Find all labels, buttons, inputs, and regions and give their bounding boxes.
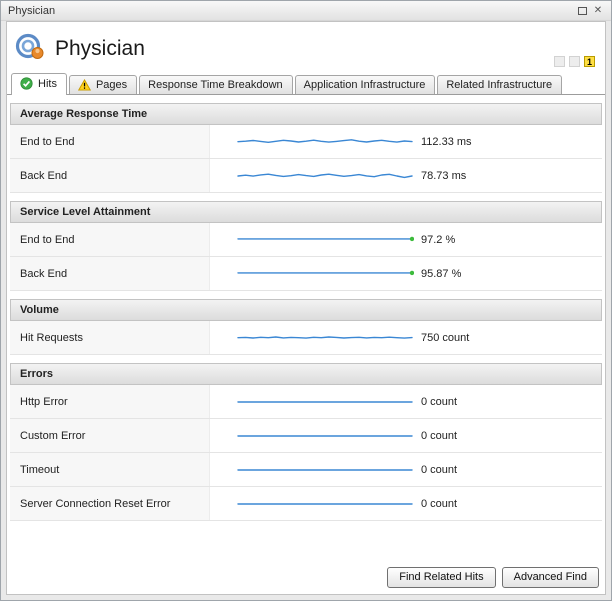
titlebar: Physician ✕	[1, 1, 611, 21]
sparkline-chart	[210, 328, 414, 348]
metric-label: End to End	[10, 125, 210, 158]
metric-label: Back End	[10, 257, 210, 290]
metric-value: 78.73 ms	[421, 169, 467, 182]
metrics-panel: Average Response Time End to End 112.33 …	[7, 95, 605, 561]
metric-row[interactable]: Back End 95.87 %	[10, 257, 602, 291]
header: Physician 1	[7, 22, 605, 71]
metric-label: End to End	[10, 223, 210, 256]
metric-row[interactable]: Server Connection Reset Error 0 count	[10, 487, 602, 521]
section-service-level-attainment: Service Level Attainment End to End 97.2…	[10, 201, 602, 291]
section-average-response-time: Average Response Time End to End 112.33 …	[10, 103, 602, 193]
metric-label: Server Connection Reset Error	[10, 487, 210, 520]
section-title: Errors	[10, 363, 602, 385]
alert-indicator-yellow-icon[interactable]: 1	[584, 56, 595, 67]
warning-triangle-icon	[77, 79, 91, 91]
metric-value: 112.33 ms	[421, 135, 472, 148]
window-title: Physician	[8, 4, 56, 17]
metric-value: 0 count	[421, 429, 458, 442]
metric-value: 0 count	[421, 395, 458, 408]
metric-row[interactable]: End to End 97.2 %	[10, 223, 602, 257]
metric-row[interactable]: Back End 78.73 ms	[10, 159, 602, 193]
metric-row[interactable]: Hit Requests 750 count	[10, 321, 602, 355]
tab-pages[interactable]: Pages	[68, 75, 138, 94]
metric-value: 95.87 %	[421, 267, 462, 280]
sparkline-chart	[210, 392, 414, 412]
concentric-circles-logo	[15, 32, 47, 67]
sparkline-chart	[210, 264, 414, 284]
section-title: Volume	[10, 299, 602, 321]
find-related-hits-button[interactable]: Find Related Hits	[387, 567, 496, 588]
tab-application-infrastructure[interactable]: Application Infrastructure	[294, 75, 436, 94]
metric-label: Http Error	[10, 385, 210, 418]
tab-label: Related Infrastructure	[446, 79, 553, 91]
sparkline-chart	[210, 230, 414, 250]
tab-label: Hits	[38, 77, 57, 90]
section-title: Average Response Time	[10, 103, 602, 125]
section-errors: Errors Http Error 0 count Custom Error 0…	[10, 363, 602, 521]
sparkline-chart	[210, 494, 414, 514]
metric-value: 0 count	[421, 497, 458, 510]
check-circle-icon	[20, 77, 33, 90]
metric-label: Custom Error	[10, 419, 210, 452]
tab-hits[interactable]: Hits	[11, 73, 67, 95]
tabbar: Hits Pages Response Time Breakdown Appli…	[7, 71, 605, 95]
tab-label: Response Time Breakdown	[148, 79, 283, 91]
metric-value: 97.2 %	[421, 233, 456, 246]
metric-label: Back End	[10, 159, 210, 192]
section-title: Service Level Attainment	[10, 201, 602, 223]
metric-row[interactable]: Custom Error 0 count	[10, 419, 602, 453]
float-window-icon[interactable]	[574, 4, 590, 18]
tab-related-infrastructure[interactable]: Related Infrastructure	[437, 75, 563, 94]
section-volume: Volume Hit Requests 750 count	[10, 299, 602, 355]
metric-row[interactable]: Timeout 0 count	[10, 453, 602, 487]
alert-indicators: 1	[554, 56, 595, 67]
close-icon[interactable]: ✕	[593, 5, 603, 16]
alert-indicator-gray-icon[interactable]	[569, 56, 580, 67]
footer: Find Related Hits Advanced Find	[7, 561, 605, 594]
metric-label: Hit Requests	[10, 321, 210, 354]
sparkline-chart	[210, 426, 414, 446]
metric-label: Timeout	[10, 453, 210, 486]
tab-label: Pages	[95, 79, 128, 91]
alert-indicator-gray-icon[interactable]	[554, 56, 565, 67]
sparkline-chart	[210, 132, 414, 152]
tab-response-time-breakdown[interactable]: Response Time Breakdown	[139, 75, 293, 94]
metric-row[interactable]: End to End 112.33 ms	[10, 125, 602, 159]
sparkline-chart	[210, 166, 414, 186]
metric-value: 750 count	[421, 331, 470, 344]
sparkline-chart	[210, 460, 414, 480]
advanced-find-button[interactable]: Advanced Find	[501, 567, 599, 588]
page-title: Physician	[55, 37, 145, 60]
window-body: Physician 1 Hits	[6, 21, 606, 595]
metric-value: 0 count	[421, 463, 458, 476]
metric-row[interactable]: Http Error 0 count	[10, 385, 602, 419]
tab-label: Application Infrastructure	[303, 79, 426, 91]
